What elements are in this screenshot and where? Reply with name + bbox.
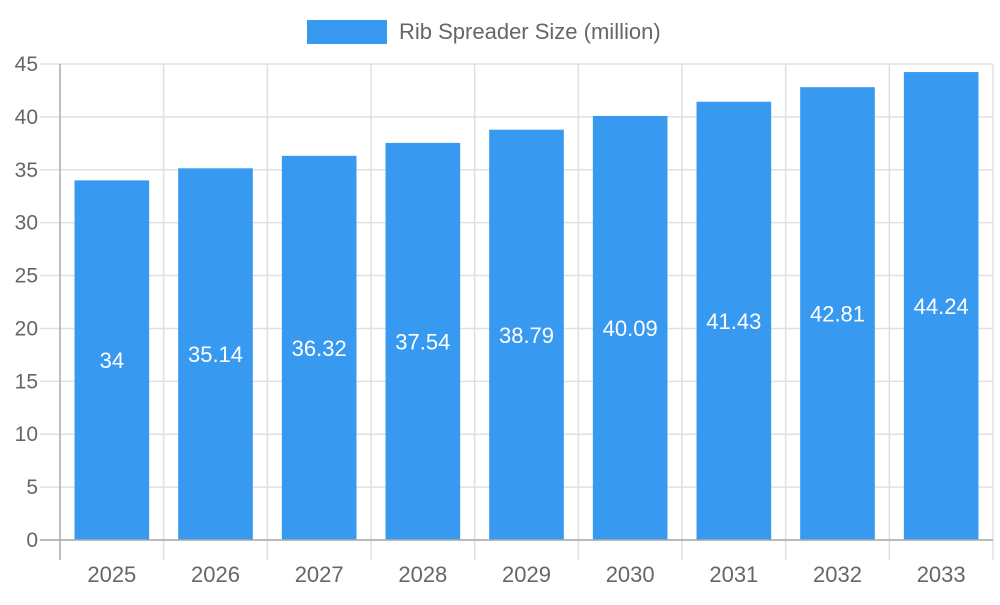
bar xyxy=(178,168,253,541)
y-tick-label: 20 xyxy=(15,317,38,340)
x-tick-label: 2026 xyxy=(191,562,240,587)
bar xyxy=(592,115,668,540)
legend-swatch xyxy=(307,20,387,44)
bars xyxy=(74,72,979,541)
bar-value-label: 35.14 xyxy=(188,342,243,367)
x-tick-label: 2025 xyxy=(87,562,136,587)
legend[interactable]: Rib Spreader Size (million) xyxy=(307,19,661,44)
x-tick-label: 2027 xyxy=(295,562,344,587)
bar xyxy=(281,155,357,540)
bar-value-label: 37.54 xyxy=(395,329,450,354)
x-tick-label: 2028 xyxy=(398,562,447,587)
x-tick-label: 2030 xyxy=(606,562,655,587)
y-tick-label: 25 xyxy=(15,265,38,288)
bar xyxy=(800,87,875,540)
bar xyxy=(385,142,461,540)
x-tick-label: 2032 xyxy=(813,562,862,587)
bar xyxy=(489,129,564,541)
y-tick-label: 35 xyxy=(15,159,38,182)
y-tick-label: 10 xyxy=(15,423,38,446)
bar xyxy=(903,72,979,540)
x-tick-label: 2029 xyxy=(502,562,551,587)
bar-value-label: 34 xyxy=(100,348,124,373)
bar-value-label: 40.09 xyxy=(603,316,658,341)
bar xyxy=(696,101,772,540)
x-tick-label: 2033 xyxy=(917,562,966,587)
data-labels: 34 35.14 36.32 37.54 38.79 40.09 41.43 42.81 44.… xyxy=(100,294,969,373)
y-tick-label: 15 xyxy=(15,370,38,393)
y-tick-label: 30 xyxy=(15,212,38,235)
legend-label: Rib Spreader Size (million) xyxy=(399,19,661,44)
bar xyxy=(74,180,150,540)
bar-value-label: 42.81 xyxy=(810,302,865,327)
y-tick-label: 5 xyxy=(26,476,38,499)
bar-value-label: 38.79 xyxy=(499,323,554,348)
bar-value-label: 44.24 xyxy=(914,294,969,319)
y-tick-label: 40 xyxy=(15,106,38,129)
y-tick-label: 0 xyxy=(26,529,38,552)
bar-value-label: 36.32 xyxy=(292,336,347,361)
bar-value-label: 41.43 xyxy=(706,309,761,334)
y-tick-label: 45 xyxy=(15,53,38,76)
x-tick-label: 2031 xyxy=(709,562,758,587)
